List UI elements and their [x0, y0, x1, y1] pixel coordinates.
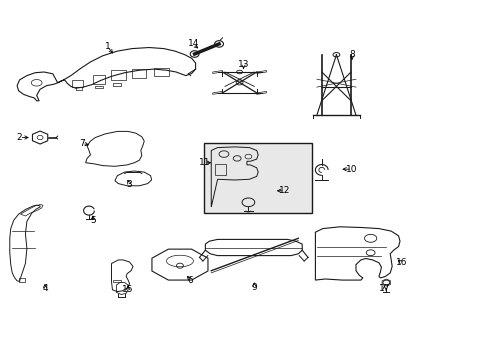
- Bar: [204, 143, 311, 213]
- Bar: [215, 164, 225, 175]
- Text: 11: 11: [198, 158, 210, 167]
- Text: 1: 1: [104, 42, 110, 51]
- Text: 13: 13: [237, 60, 249, 69]
- Text: 5: 5: [90, 216, 96, 225]
- Text: 17: 17: [378, 284, 389, 293]
- Text: 6: 6: [187, 276, 193, 284]
- Text: 8: 8: [348, 50, 354, 59]
- Text: 2: 2: [17, 133, 22, 142]
- Text: 4: 4: [42, 284, 48, 293]
- Text: 7: 7: [79, 139, 85, 148]
- Text: 10: 10: [346, 165, 357, 174]
- Text: 14: 14: [187, 40, 199, 49]
- Text: 3: 3: [126, 180, 132, 189]
- Text: 9: 9: [251, 283, 257, 292]
- Text: 15: 15: [122, 285, 134, 294]
- Text: 12: 12: [278, 186, 290, 195]
- Text: 16: 16: [395, 258, 407, 267]
